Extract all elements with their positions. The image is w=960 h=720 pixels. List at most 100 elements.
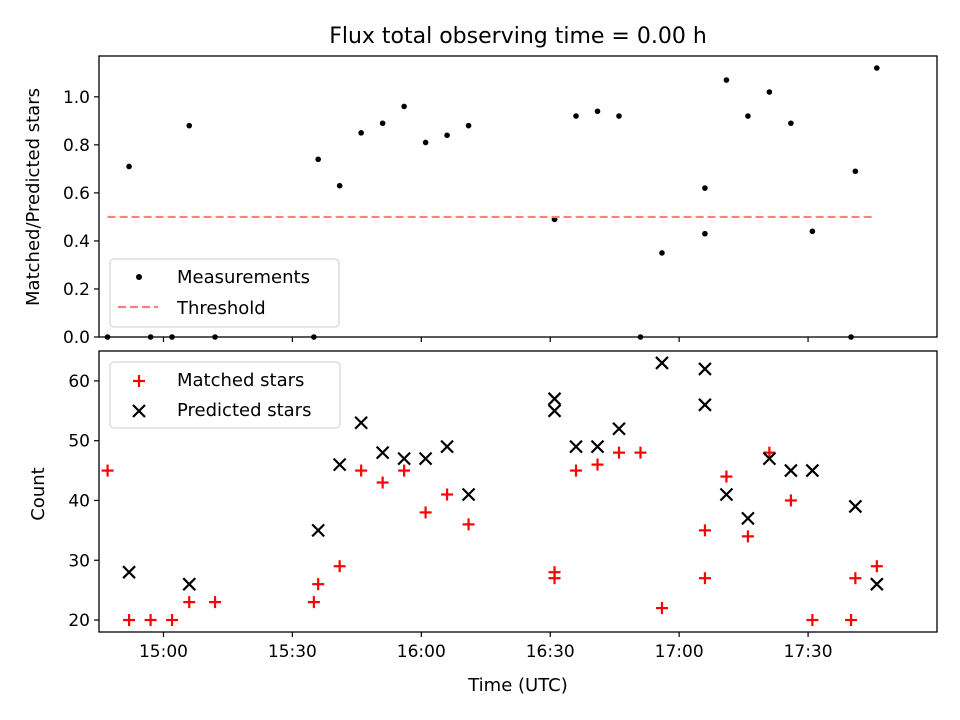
predicted-point	[698, 362, 712, 376]
matched-point	[462, 518, 475, 531]
measurement-point	[616, 113, 622, 119]
top-plot-frame	[98, 55, 938, 338]
y-tick-label: 0.2	[63, 280, 90, 300]
top-plot-panel: Matched/Predicted stars	[23, 55, 938, 338]
legend-matched-label: Matched stars	[177, 370, 304, 391]
top-legend-box	[109, 258, 340, 328]
matched-point	[806, 614, 819, 627]
measurement-point	[315, 156, 321, 163]
measurement-point	[104, 334, 111, 340]
predicted-point	[461, 487, 476, 502]
measurement-point	[594, 108, 601, 115]
legend-matched-marker	[133, 375, 145, 387]
predicted-point	[122, 565, 136, 579]
y-tick-label: 0.6	[63, 184, 90, 204]
predicted-point	[569, 439, 583, 454]
matched-point	[376, 476, 389, 489]
y-tick-label: 0.8	[63, 136, 90, 156]
y-tick-label: 50	[68, 432, 90, 452]
predicted-point	[612, 421, 626, 436]
x-tick-label: 17:30	[784, 642, 833, 662]
measurement-point	[126, 163, 132, 170]
matched-point	[307, 596, 320, 609]
predicted-point	[354, 415, 368, 430]
predicted-point	[848, 499, 863, 514]
matched-point	[144, 614, 157, 627]
matched-point	[634, 446, 647, 459]
y-tick-label: 40	[68, 491, 90, 511]
legend-predicted-label: Predicted stars	[177, 400, 311, 421]
measurement-point	[444, 132, 450, 139]
y-tick-label: 60	[68, 372, 90, 392]
measurement-point	[723, 77, 730, 83]
measurement-point	[422, 139, 429, 146]
predicted-point	[805, 463, 820, 478]
matched-point	[612, 446, 625, 459]
predicted-point	[547, 404, 562, 418]
measurement-point	[311, 334, 317, 340]
predicted-point	[698, 398, 712, 412]
matched-point	[101, 464, 114, 477]
predicted-point	[655, 356, 669, 370]
plot-marks-2: 20 30 40 50 60 15:00 15:30 16:00 16:30 17:00 17:30	[68, 356, 884, 662]
predicted-point	[784, 463, 798, 478]
matched-point	[333, 560, 346, 573]
matched-point	[123, 614, 136, 627]
measurement-point	[358, 130, 364, 136]
x-tick-label: 17:00	[655, 642, 704, 662]
measurement-point	[465, 122, 472, 129]
matched-point	[209, 596, 222, 609]
bottom-y-axis-label: Count	[28, 467, 49, 520]
legend-measurements-marker	[136, 274, 142, 280]
measurement-point	[745, 113, 751, 119]
matched-point	[870, 560, 883, 573]
matched-point	[698, 524, 711, 537]
measurement-point	[809, 228, 816, 235]
measurement-point	[573, 113, 579, 119]
x-tick-label: 15:00	[139, 642, 188, 662]
legend-predicted-marker	[132, 404, 146, 418]
matched-point	[570, 464, 583, 477]
x-tick-label: 16:30	[526, 642, 575, 662]
matched-point	[419, 506, 432, 519]
x-axis-label: Time (UTC)	[467, 675, 568, 696]
matched-point	[763, 446, 776, 459]
predicted-point	[590, 439, 605, 454]
y-tick-label: 1.0	[63, 88, 90, 108]
matched-point	[355, 464, 368, 477]
y-tick-label: 20	[68, 611, 90, 631]
bottom-plot-frame	[98, 350, 938, 633]
matched-point	[655, 602, 668, 615]
matched-point	[183, 596, 196, 609]
measurement-point	[401, 103, 407, 110]
measurement-point	[848, 334, 854, 340]
measurement-point	[766, 89, 773, 95]
matched-point	[548, 566, 561, 579]
measurement-point	[852, 168, 859, 175]
measurement-point	[874, 65, 880, 71]
x-tick-label: 15:30	[268, 642, 317, 662]
measurement-point	[169, 334, 175, 340]
predicted-point	[182, 577, 197, 591]
predicted-point	[762, 451, 777, 466]
measurement-point	[788, 120, 794, 127]
matched-point	[720, 470, 733, 483]
matched-point	[591, 458, 604, 471]
predicted-point	[719, 487, 734, 502]
x-tick-label: 16:00	[397, 642, 446, 662]
measurement-point	[336, 182, 343, 189]
predicted-point	[311, 523, 325, 538]
measurement-point	[702, 230, 708, 237]
measurement-point	[186, 122, 193, 129]
matched-point	[398, 464, 411, 477]
predicted-point	[397, 451, 411, 466]
predicted-point	[741, 511, 755, 526]
measurement-point	[637, 334, 644, 340]
measurement-point	[702, 185, 708, 191]
top-y-axis-label: Matched/Predicted stars	[23, 88, 44, 306]
matched-point	[845, 614, 858, 627]
y-tick-label: 0.0	[63, 328, 90, 348]
matched-point	[441, 488, 454, 501]
legend-threshold-label: Threshold	[176, 298, 266, 319]
